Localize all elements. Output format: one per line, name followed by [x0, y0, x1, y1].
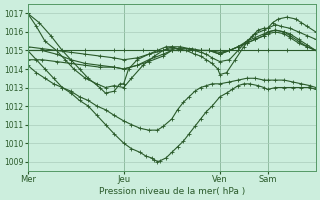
- X-axis label: Pression niveau de la mer( hPa ): Pression niveau de la mer( hPa ): [99, 187, 245, 196]
